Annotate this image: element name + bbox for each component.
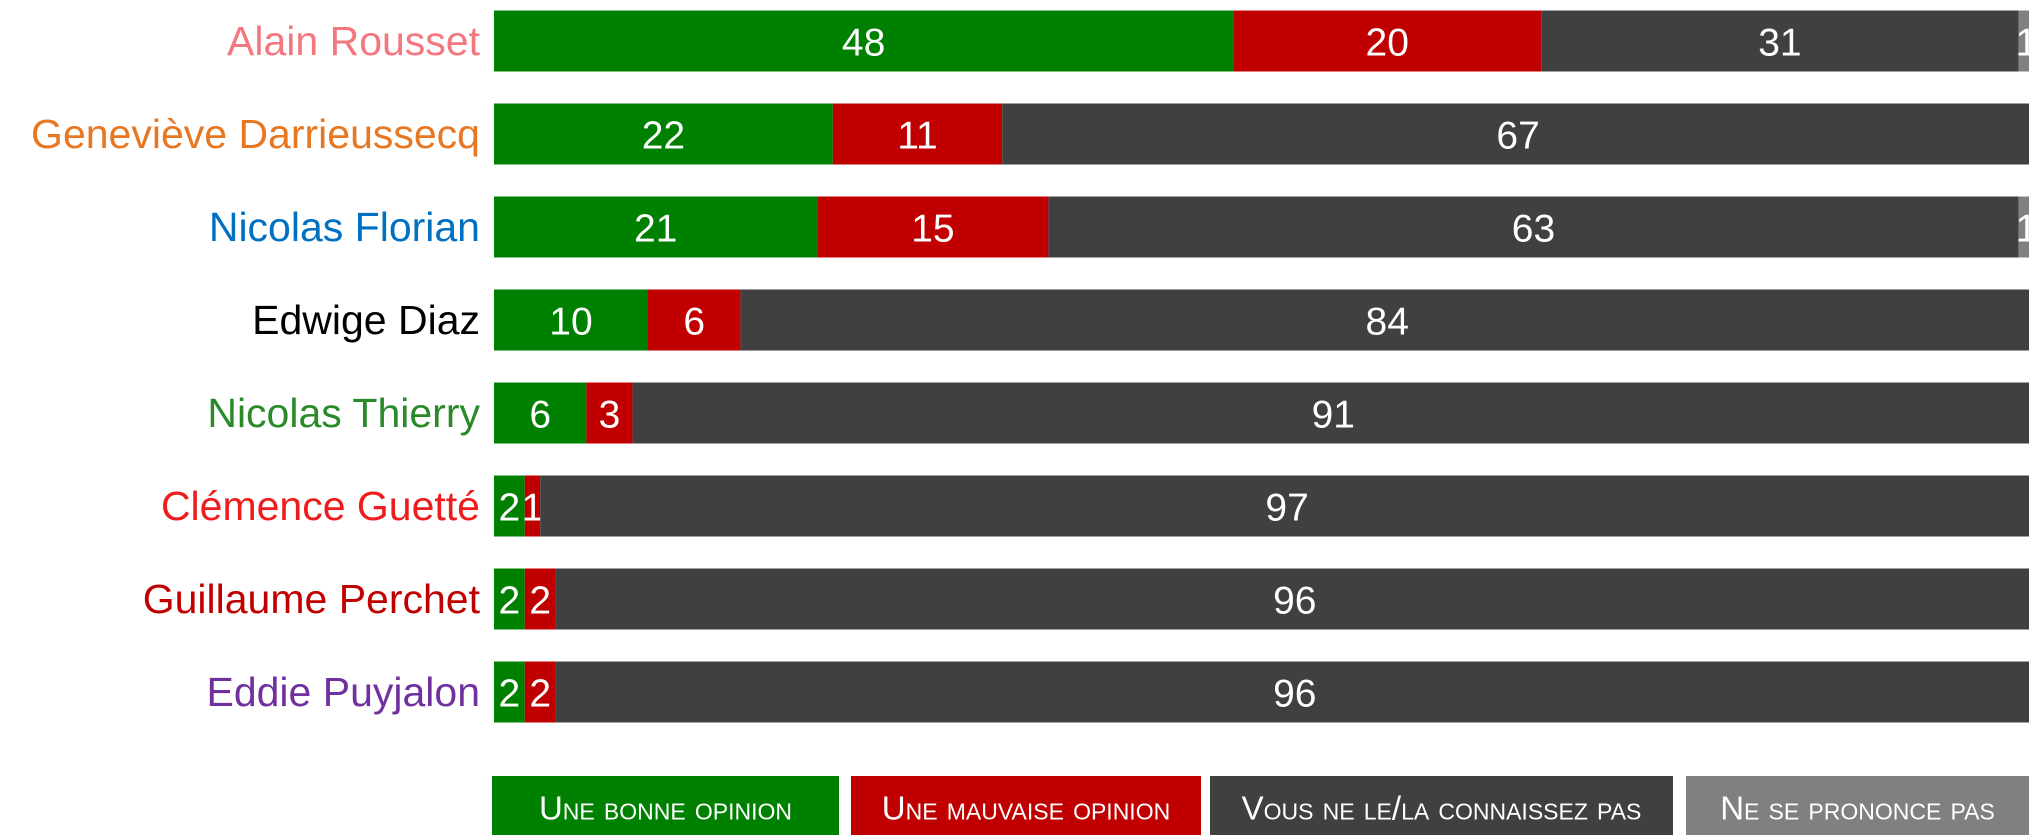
- legend-swatch: [1686, 776, 2029, 835]
- bar-segment: [586, 382, 633, 444]
- value-label: 31: [1758, 22, 1801, 65]
- bar-segment: [648, 289, 741, 351]
- legend-label: Une mauvaise opinion: [882, 790, 1170, 827]
- bar-segment: [494, 661, 525, 723]
- value-label: 3: [599, 394, 621, 437]
- value-label: 2: [499, 580, 521, 623]
- value-label: 6: [683, 301, 705, 344]
- value-label: 21: [634, 208, 677, 251]
- legend-label: Une bonne opinion: [539, 790, 792, 827]
- value-label: 2: [499, 673, 521, 716]
- bar-segment: [494, 382, 587, 444]
- value-label: 63: [1512, 208, 1555, 251]
- value-label: 6: [529, 394, 551, 437]
- value-label: 22: [642, 115, 685, 158]
- bar-segment: [494, 568, 525, 630]
- value-label: 1: [522, 487, 544, 530]
- bar-segment: [494, 196, 818, 258]
- legend-swatch: [492, 776, 839, 835]
- value-label: 48: [842, 22, 885, 65]
- legend-label: Vous ne le/la connaissez pas: [1242, 790, 1642, 827]
- bar-segment: [555, 661, 2029, 723]
- value-label: 97: [1265, 487, 1308, 530]
- category-label: Nicolas Thierry: [207, 390, 480, 436]
- bar-segment: [817, 196, 1049, 258]
- category-label: Alain Rousset: [227, 18, 481, 64]
- legend-label: Ne se prononce pas: [1720, 790, 1995, 827]
- value-label: 1: [2015, 22, 2029, 65]
- bar-segment: [740, 289, 2029, 351]
- category-label: Clémence Guetté: [161, 483, 480, 529]
- bar-segment: [494, 10, 1234, 72]
- bar-segment: [540, 475, 2029, 537]
- bar-segment: [524, 661, 556, 723]
- category-label: Geneviève Darrieussecq: [31, 111, 480, 157]
- bar-segment: [1002, 103, 2029, 165]
- category-label: Eddie Puyjalon: [206, 669, 480, 715]
- bar-segment: [1541, 10, 2019, 72]
- value-label: 2: [499, 487, 521, 530]
- value-label: 15: [911, 208, 954, 251]
- bar-segment: [524, 475, 541, 537]
- bar-segment: [494, 475, 525, 537]
- value-label: 91: [1312, 394, 1355, 437]
- bar-segment: [1233, 10, 1542, 72]
- category-label: Guillaume Perchet: [143, 576, 481, 622]
- bar-segment: [1048, 196, 2019, 258]
- value-label: 2: [529, 580, 551, 623]
- bar-segment: [2018, 196, 2029, 258]
- bar-segment: [494, 103, 833, 165]
- bar-segment: [632, 382, 2029, 444]
- bar-segment: [2018, 10, 2029, 72]
- value-label: 67: [1496, 115, 1539, 158]
- legend-swatch: [851, 776, 1201, 835]
- value-label: 10: [549, 301, 592, 344]
- value-label: 20: [1366, 22, 1409, 65]
- bar-segment: [832, 103, 1003, 165]
- value-label: 11: [897, 115, 938, 158]
- legend-swatch: [1210, 776, 1673, 835]
- value-label: 2: [529, 673, 551, 716]
- bar-segment: [524, 568, 556, 630]
- bar-segment: [555, 568, 2029, 630]
- value-label: 96: [1273, 673, 1316, 716]
- value-label: 96: [1273, 580, 1316, 623]
- value-label: 84: [1366, 301, 1409, 344]
- category-label: Edwige Diaz: [252, 297, 480, 343]
- category-label: Nicolas Florian: [209, 204, 480, 250]
- bar-segment: [494, 289, 648, 351]
- value-label: 1: [2015, 208, 2029, 251]
